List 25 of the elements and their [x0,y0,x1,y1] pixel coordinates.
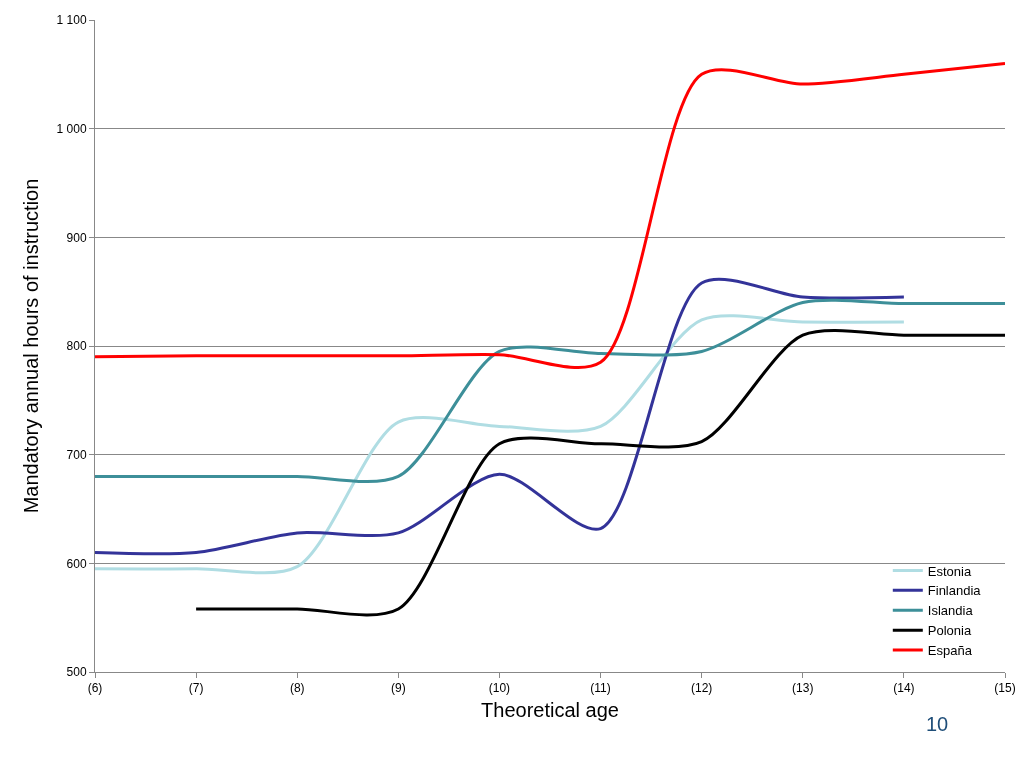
y-axis-title: Mandatory annual hours of instruction [20,178,43,514]
x-tick-label: (14) [893,681,915,696]
x-tick-label: (7) [188,681,204,696]
x-axis-title: Theoretical age [481,698,619,721]
x-tick-label: (8) [289,681,305,696]
x-tick-label: (10) [488,681,511,696]
x-tick-label: (13) [792,681,814,696]
x-tick-label: (6) [87,681,103,696]
legend-label: España [927,643,973,659]
y-tick-label: 900 [66,230,87,245]
x-tick-label: (11) [590,681,611,696]
legend-label: Finlandia [927,583,982,599]
y-tick-label: 700 [66,447,87,462]
y-tick-label: 1 100 [56,13,87,28]
x-tick-label: (15) [994,681,1016,696]
y-tick-label: 1 000 [56,121,87,136]
y-tick-label: 800 [66,339,87,354]
legend-label: Estonia [927,563,972,579]
x-tick-label: (9) [390,681,406,696]
y-tick-label: 600 [66,556,87,571]
legend-label: Polonia [927,623,972,639]
text: 10 [926,713,949,735]
y-tick-label: 500 [66,665,87,680]
legend-label: Islandia [927,603,974,619]
x-tick-label: (12) [691,681,713,696]
